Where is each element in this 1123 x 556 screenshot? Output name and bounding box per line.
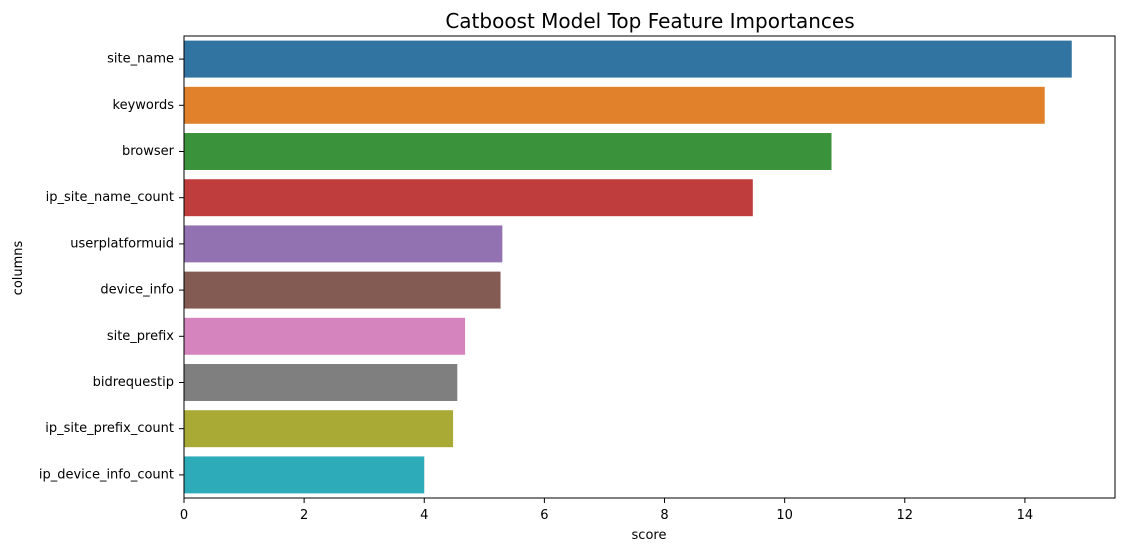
y-tick-label: keywords [113, 98, 175, 113]
bar-site-name [184, 40, 1072, 78]
y-tick-label: site_name [107, 52, 174, 67]
x-tick-label: 2 [300, 508, 308, 523]
plot-frame [183, 35, 1116, 499]
x-tick-label: 8 [660, 508, 668, 523]
y-tick-label: site_prefix [107, 329, 174, 344]
bar-ip-site-prefix-count [184, 410, 454, 448]
bar-ip-site-name-count [184, 179, 753, 217]
bar-device-info [184, 271, 501, 309]
bar-keywords [184, 86, 1045, 124]
y-axis-ticks: site_name keywords browser ip_site_name_cou… [39, 52, 184, 482]
bar-ip-device-info-count [184, 456, 425, 494]
y-tick-label: bidrequestip [93, 375, 174, 390]
bar-site-prefix [184, 317, 466, 355]
y-tick-label: ip_device_info_count [39, 467, 174, 482]
x-axis-ticks: 0 2 4 6 8 10 12 14 [180, 498, 1033, 523]
y-tick-label: browser [122, 144, 175, 159]
y-axis-label: columns [11, 240, 26, 295]
y-tick-label: userplatformuid [70, 236, 174, 251]
x-tick-label: 6 [540, 508, 548, 523]
y-tick-label: ip_site_name_count [46, 190, 174, 205]
x-tick-label: 12 [897, 508, 914, 523]
bars-group [184, 40, 1072, 494]
chart-title: Catboost Model Top Feature Importances [445, 9, 854, 33]
y-tick-label: ip_site_prefix_count [45, 421, 174, 436]
x-tick-label: 0 [180, 508, 188, 523]
y-tick-label: device_info [100, 283, 174, 298]
x-axis-label: score [632, 528, 667, 543]
bar-bidrequestip [184, 364, 458, 401]
x-tick-label: 14 [1017, 508, 1034, 523]
x-tick-label: 4 [420, 508, 428, 523]
bar-userplatformuid [184, 225, 503, 263]
bar-browser [184, 133, 832, 170]
x-tick-label: 10 [776, 508, 793, 523]
